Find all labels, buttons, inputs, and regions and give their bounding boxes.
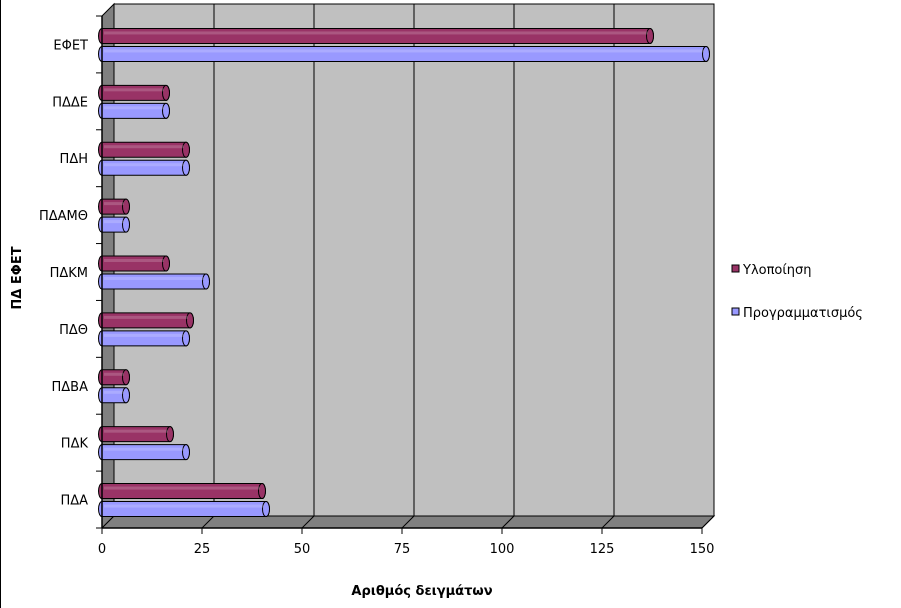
bar-ylopoiisi-0: [98, 27, 654, 44]
bar-ylopoiisi-5: [98, 312, 194, 329]
x-tick-label: 0: [98, 542, 106, 557]
x-tick-label: 50: [294, 542, 311, 557]
bar-programmatismos-8: [98, 501, 270, 518]
y-category-label: ΠΔΔΕ: [52, 95, 88, 110]
bar-ylopoiisi-1: [98, 84, 170, 101]
floor-gridline-125: [601, 515, 615, 529]
floor-gridline-100: [501, 515, 515, 529]
bar-programmatismos-1: [98, 102, 170, 119]
legend-label-series-2: Προγραμματισμός: [743, 306, 863, 321]
x-tick-label: 75: [394, 542, 411, 557]
y-category-labels: ΕΦΕΤ ΠΔΔΕ ΠΔΗ ΠΔΑΜΘ ΠΔΚΜ ΠΔΘ ΠΔΒΑ ΠΔΚ ΠΔΑ: [39, 38, 88, 508]
bar-ylopoiisi-4: [98, 255, 170, 272]
y-axis-title: ΠΔ ΕΦΕΤ: [10, 246, 25, 309]
legend-swatch-series-2: [731, 307, 740, 316]
axes-layer: [96, 15, 702, 529]
legend-swatch-series-1: [731, 264, 740, 273]
y-category-label: ΠΔΚ: [61, 437, 89, 452]
y-category-label: ΠΔΘ: [59, 323, 88, 338]
floor-gridline-150: [701, 515, 715, 529]
bar-ylopoiisi-7: [98, 426, 174, 443]
y-category-label: ΠΔΗ: [60, 152, 88, 167]
bars-layer: [98, 27, 710, 518]
floor-gridline-25: [201, 515, 215, 529]
bar-programmatismos-7: [98, 444, 190, 461]
x-tick-label: 125: [590, 542, 615, 557]
bar-programmatismos-4: [98, 273, 210, 290]
x-axis-title: Αριθμός δειγμάτων: [351, 584, 492, 599]
floor-gridline-75: [401, 515, 415, 529]
bar-ylopoiisi-2: [98, 141, 190, 158]
gridlines: [101, 4, 715, 534]
y-category-label: ΠΔΒΑ: [52, 380, 89, 395]
legend-label-series-1: Υλοποίηση: [742, 263, 812, 278]
plot-walls: [100, 2, 716, 530]
floor-gridline-50: [301, 515, 315, 529]
y-category-label: ΠΔΑ: [60, 494, 88, 509]
x-tick-labels: 0 25 50 75 100 125 150: [98, 542, 715, 557]
bar-ylopoiisi-8: [98, 483, 266, 500]
x-tick-label: 25: [194, 542, 211, 557]
y-category-label: ΠΔΑΜΘ: [39, 209, 88, 224]
bar-ylopoiisi-6: [98, 369, 130, 386]
y-category-label: ΕΦΕΤ: [53, 38, 88, 53]
y-category-label: ΠΔΚΜ: [50, 266, 88, 281]
bar-programmatismos-6: [98, 387, 130, 404]
bar-programmatismos-3: [98, 216, 130, 233]
x-tick-label: 150: [690, 542, 715, 557]
bar-programmatismos-5: [98, 330, 190, 347]
bar-ylopoiisi-3: [98, 198, 130, 215]
left-border-line: [0, 0, 1, 608]
bar-programmatismos-0: [98, 45, 710, 62]
legend: Υλοποίηση Προγραμματισμός: [731, 263, 863, 321]
bar-programmatismos-2: [98, 159, 190, 176]
x-tick-label: 100: [490, 542, 515, 557]
